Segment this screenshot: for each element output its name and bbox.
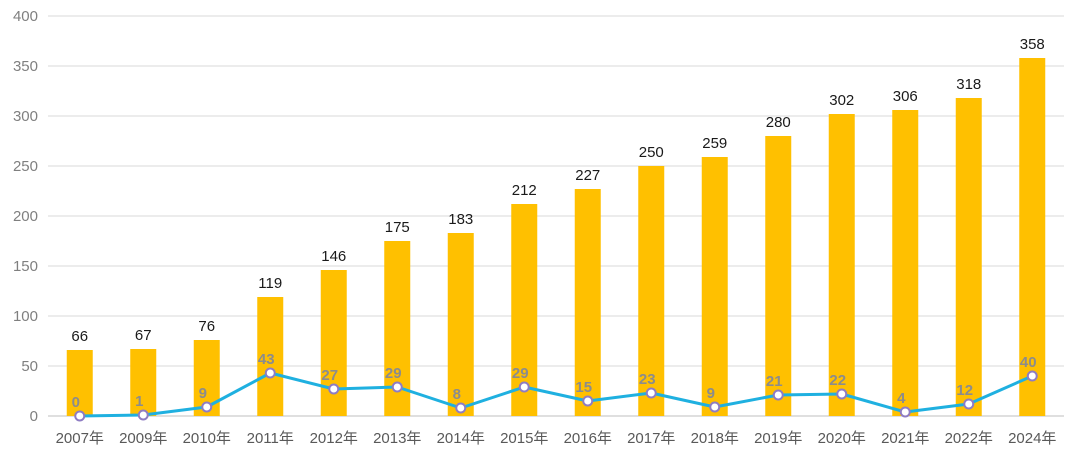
x-tick-label: 2015年 (500, 430, 548, 447)
line-path (78, 371, 1034, 418)
bar (130, 349, 157, 416)
bar (638, 166, 665, 416)
line-marker (772, 389, 784, 401)
y-tick-label: 100 (13, 308, 38, 325)
line-marker (391, 381, 403, 393)
bar (511, 204, 538, 416)
x-tick-label: 2010年 (183, 430, 231, 447)
line-data-label: 29 (385, 365, 402, 382)
y-tick-label: 400 (13, 8, 38, 25)
line-marker (645, 387, 657, 399)
x-tick-label: 2012年 (310, 430, 358, 447)
bar-data-label: 250 (639, 144, 664, 161)
x-tick-label: 2021年 (881, 430, 929, 447)
line-data-label: 27 (321, 367, 338, 384)
line-data-label: 1 (135, 393, 143, 410)
x-tick-label: 2011年 (247, 430, 294, 447)
x-tick-label: 2014年 (437, 430, 485, 447)
line-data-label: 8 (453, 386, 461, 403)
bar (765, 136, 792, 416)
line-marker (836, 388, 848, 400)
x-tick-label: 2007年 (56, 430, 104, 447)
line-marker (709, 401, 721, 413)
bar-data-label: 227 (575, 167, 600, 184)
y-tick-label: 350 (13, 58, 38, 75)
line-data-label: 15 (575, 379, 592, 396)
bar (66, 350, 93, 416)
line-data-label: 0 (72, 394, 80, 411)
x-tick-label: 2013年 (373, 430, 421, 447)
y-tick-label: 150 (13, 258, 38, 275)
bar (447, 233, 474, 416)
line-data-label: 4 (897, 390, 906, 407)
line-data-label: 12 (956, 382, 973, 399)
y-axis: 0 50 100 150 200 250 300 350 400 (13, 8, 38, 425)
bar-data-label: 66 (71, 328, 88, 345)
bar-data-label: 212 (512, 182, 537, 199)
x-tick-label: 2017年 (627, 430, 675, 447)
bar (574, 189, 601, 416)
x-tick-label: 2024年 (1008, 430, 1056, 447)
bar-data-label: 318 (956, 76, 981, 93)
bar-data-label: 119 (258, 275, 282, 292)
line-marker (963, 398, 975, 410)
line-data-label: 29 (512, 365, 529, 382)
line-marker (264, 367, 276, 379)
bar (955, 98, 982, 416)
line-marker (455, 402, 467, 414)
bar-data-label: 183 (448, 211, 473, 228)
bar (892, 110, 919, 416)
line-marker (899, 406, 911, 418)
bar (1019, 58, 1046, 416)
bar-data-label: 302 (829, 92, 854, 109)
bar-data-label: 175 (385, 219, 410, 236)
line-marker (582, 395, 594, 407)
bar (828, 114, 855, 416)
y-tick-label: 300 (13, 108, 38, 125)
line-marker (137, 409, 149, 421)
y-tick-label: 200 (13, 208, 38, 225)
line-marker (518, 381, 530, 393)
bar-data-label: 306 (893, 88, 918, 105)
bar-data-label: 259 (702, 135, 727, 152)
bar-data-label: 76 (198, 318, 215, 335)
x-tick-label: 2019年 (754, 430, 802, 447)
x-tick-label: 2022年 (945, 430, 993, 447)
bar-data-label: 146 (321, 248, 346, 265)
y-tick-label: 250 (13, 158, 38, 175)
line-marker (201, 401, 213, 413)
y-tick-label: 0 (30, 408, 38, 425)
x-tick-label: 2018年 (691, 430, 739, 447)
line-data-label: 9 (707, 385, 715, 402)
bar-data-label: 358 (1020, 36, 1045, 53)
x-tick-label: 2009年 (119, 430, 167, 447)
line-marker (1026, 370, 1038, 382)
line-data-label: 43 (258, 351, 275, 368)
line-data-label: 23 (639, 371, 656, 388)
line-data-label: 21 (766, 373, 783, 390)
line-data-label: 22 (829, 372, 846, 389)
bar-data-label: 280 (766, 114, 791, 131)
y-tick-label: 50 (21, 358, 38, 375)
line-marker (328, 383, 340, 395)
x-tick-label: 2020年 (818, 430, 866, 447)
bar (701, 157, 728, 416)
line-data-label: 9 (199, 385, 207, 402)
bar (257, 297, 284, 416)
line-marker (74, 410, 86, 422)
line-data-label: 40 (1020, 354, 1037, 371)
x-tick-label: 2016年 (564, 430, 612, 447)
line-series: 0 1 9 43 27 29 8 29 15 23 9 21 22 4 12 40 (72, 351, 1038, 422)
bar-data-label: 67 (135, 327, 152, 344)
x-axis: 2007年 2009年 2010年 2011年 2012年 2013年 2014年 2015年… (56, 430, 1057, 447)
